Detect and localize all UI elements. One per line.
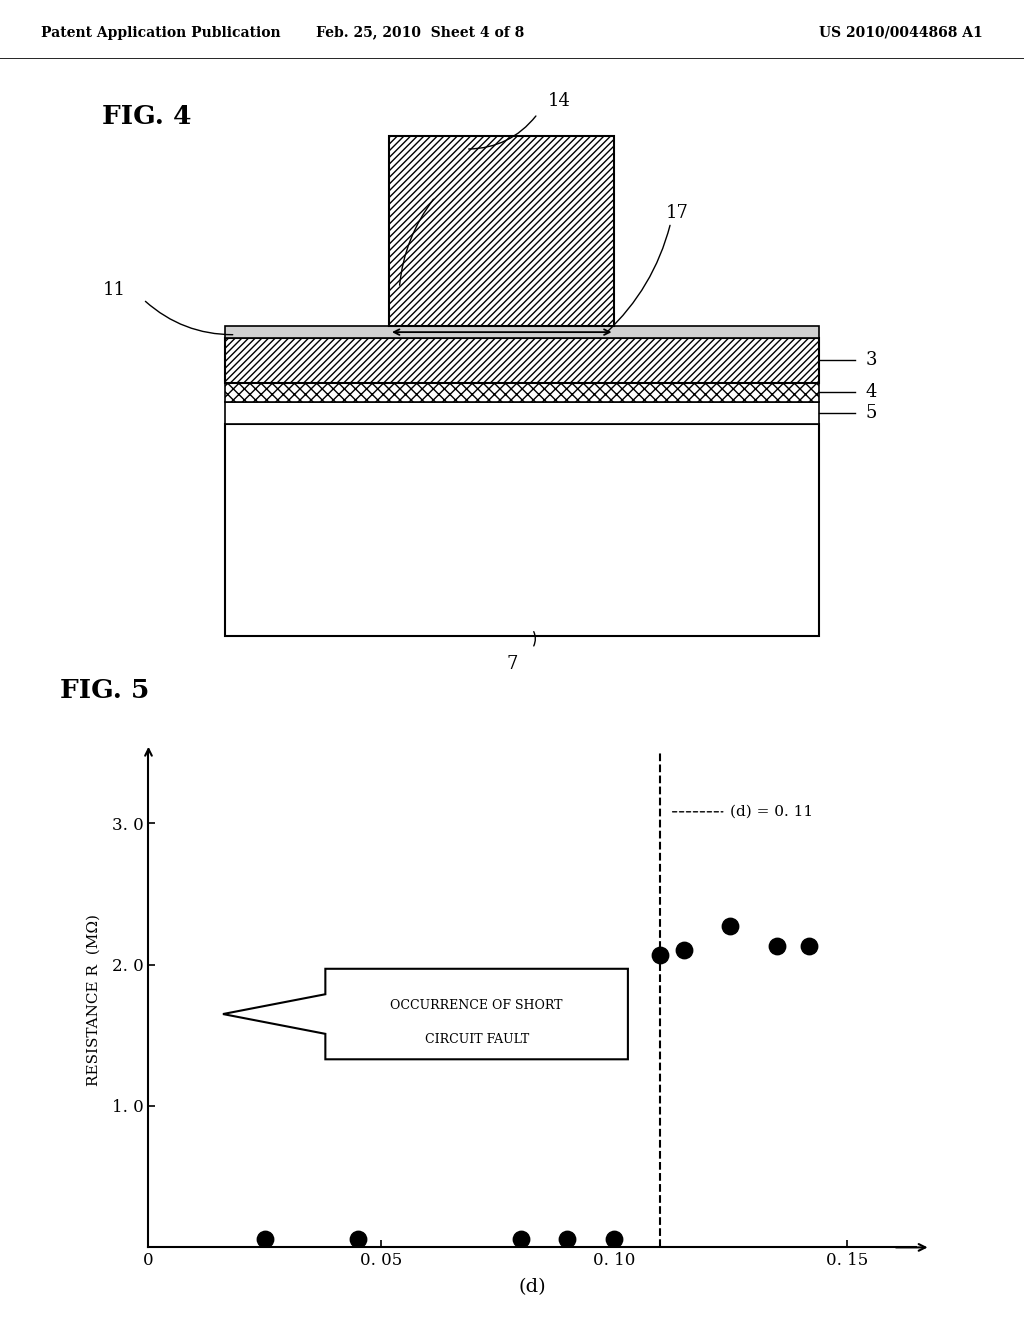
Text: US 2010/0044868 A1: US 2010/0044868 A1 — [819, 25, 983, 40]
Text: (d) = 0. 11: (d) = 0. 11 — [730, 805, 813, 818]
Polygon shape — [223, 969, 628, 1059]
Text: 11: 11 — [102, 281, 125, 298]
Text: Feb. 25, 2010  Sheet 4 of 8: Feb. 25, 2010 Sheet 4 of 8 — [315, 25, 524, 40]
Bar — [225, 326, 819, 338]
Bar — [225, 401, 819, 424]
Text: OCCURRENCE OF SHORT: OCCURRENCE OF SHORT — [390, 999, 563, 1012]
Point — [676, 940, 692, 961]
Text: 1: 1 — [430, 178, 441, 197]
Point — [769, 936, 785, 957]
Point — [257, 1229, 273, 1250]
Bar — [225, 424, 819, 636]
Text: 14: 14 — [548, 92, 570, 110]
Y-axis label: RESISTANCE R  (MΩ): RESISTANCE R (MΩ) — [87, 913, 100, 1086]
Point — [559, 1229, 575, 1250]
Point — [652, 944, 669, 965]
Text: 7: 7 — [506, 656, 518, 673]
Point — [801, 936, 817, 957]
Text: CIRCUIT FAULT: CIRCUIT FAULT — [425, 1034, 528, 1045]
Text: Patent Application Publication: Patent Application Publication — [41, 25, 281, 40]
Text: FIG. 4: FIG. 4 — [102, 104, 191, 129]
Text: 4: 4 — [865, 383, 877, 401]
Point — [350, 1229, 367, 1250]
Bar — [389, 136, 614, 326]
Text: 3: 3 — [865, 351, 877, 370]
X-axis label: (d): (d) — [519, 1278, 546, 1296]
Point — [513, 1229, 529, 1250]
Bar — [225, 338, 819, 383]
Text: 17: 17 — [666, 205, 688, 222]
Text: 5: 5 — [865, 404, 877, 422]
Point — [722, 916, 738, 937]
Bar — [225, 383, 819, 401]
Text: FIG. 5: FIG. 5 — [60, 678, 150, 702]
Point — [606, 1229, 623, 1250]
